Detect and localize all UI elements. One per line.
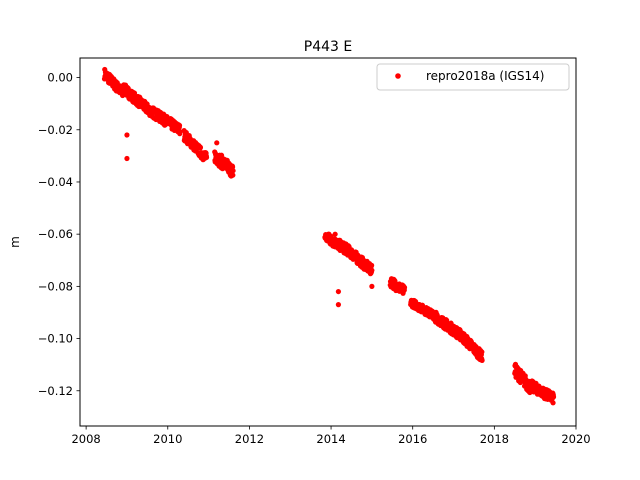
x-tick-label: 2008 [71, 432, 100, 446]
data-points [101, 66, 557, 406]
y-tick-label: −0.08 [38, 279, 73, 293]
y-axis-label: m [8, 236, 22, 248]
data-point [369, 283, 375, 289]
data-point [176, 122, 183, 129]
data-point [214, 140, 220, 146]
data-point [177, 129, 183, 135]
data-point [326, 231, 332, 237]
data-point [124, 155, 130, 162]
data-point [335, 302, 342, 308]
data-point [230, 172, 236, 178]
x-tick-label: 2014 [316, 432, 345, 446]
data-point [479, 349, 485, 355]
x-tick-label: 2018 [480, 432, 509, 446]
x-tick-label: 2012 [235, 432, 264, 446]
y-tick-label: 0.00 [47, 71, 73, 85]
data-point [124, 132, 130, 138]
data-point [550, 400, 556, 406]
data-point [197, 144, 204, 150]
legend-box [376, 63, 570, 91]
y-tick-label: −0.10 [38, 332, 73, 346]
y-tick-label: −0.02 [38, 123, 73, 137]
data-point [369, 262, 375, 268]
y-tick-label: −0.12 [38, 384, 73, 398]
data-point [230, 168, 236, 174]
x-tick-label: 2016 [398, 432, 427, 446]
y-tick-label: −0.06 [38, 227, 73, 241]
chart-title: P443 E [304, 39, 352, 55]
plot-frame [79, 57, 577, 427]
data-point [369, 267, 375, 273]
data-point [401, 284, 408, 291]
legend: repro2018a (IGS14) [376, 63, 570, 91]
y-axis: 0.00 −0.02 −0.04 −0.06 −0.08 −0.10 −0.12 [38, 71, 80, 398]
data-point [479, 357, 485, 363]
data-point [550, 394, 557, 400]
legend-label: repro2018a (IGS14) [426, 69, 544, 83]
legend-marker [395, 73, 401, 79]
x-tick-label: 2010 [153, 432, 182, 446]
data-point [335, 288, 342, 295]
data-point [332, 231, 338, 237]
x-axis: 2008 2010 2012 2014 2016 2018 2020 [71, 426, 591, 446]
x-tick-label: 2020 [561, 432, 590, 446]
data-point [203, 154, 210, 160]
y-tick-label: −0.04 [38, 175, 73, 189]
